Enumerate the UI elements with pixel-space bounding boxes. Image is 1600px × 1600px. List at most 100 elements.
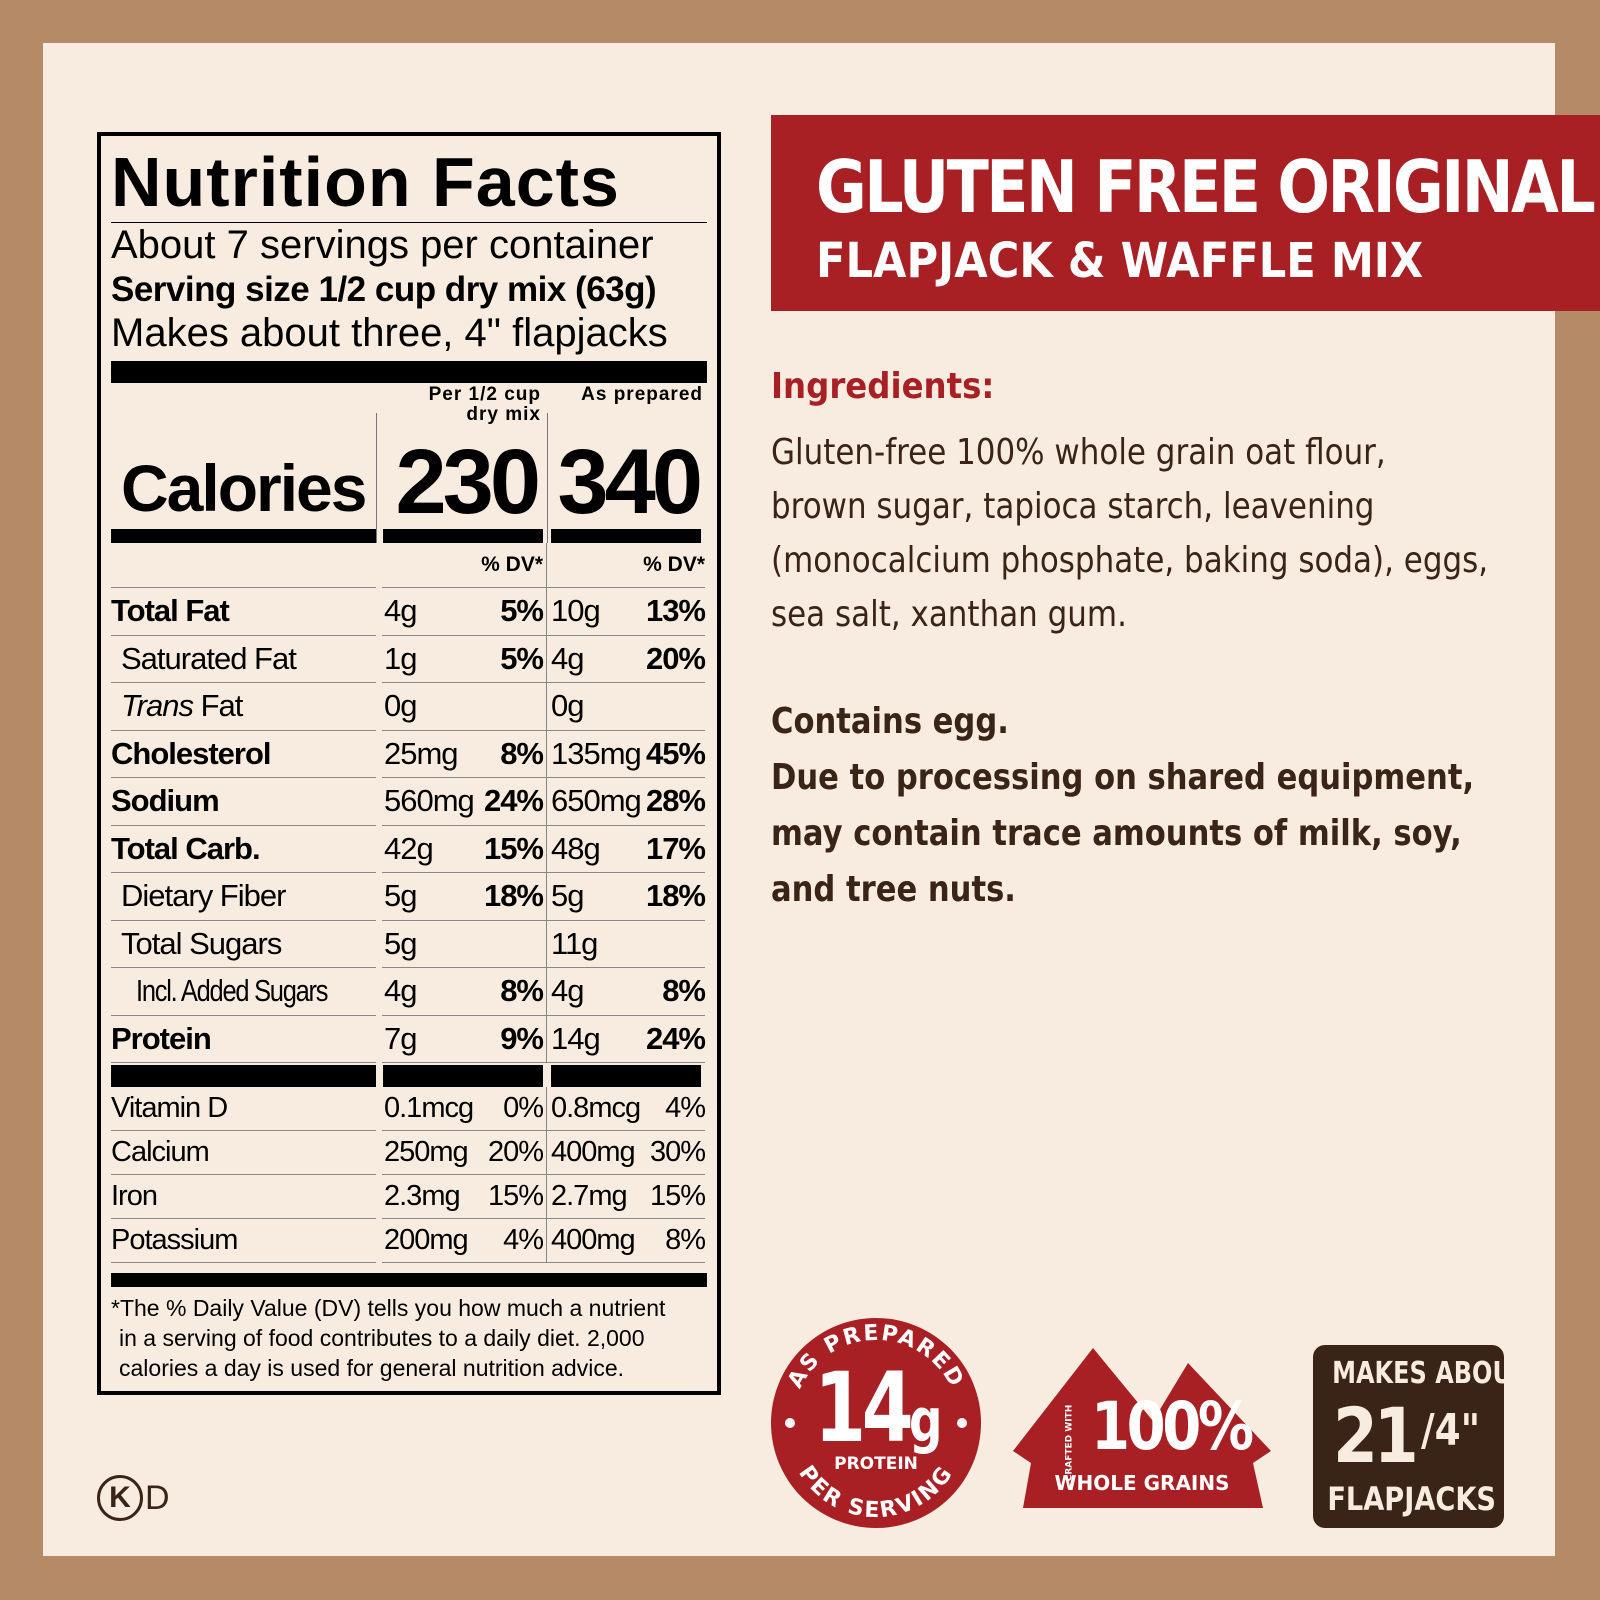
allergen-line: may contain trace amounts of milk, soy, (771, 813, 1462, 854)
protein-amount: 14 (814, 1352, 914, 1464)
dv-footnote: *The % Daily Value (DV) tells you how mu… (111, 1293, 707, 1383)
col-dry-header: Per 1/2 cup dry mix (428, 384, 541, 425)
grains-label: WHOLE GRAINS (1054, 1471, 1230, 1495)
dv-prepared: 17% (645, 830, 706, 866)
nutrient-row: Calcium 250mg 20% 400mg 30% (111, 1131, 707, 1175)
amount-dry: 25mg (384, 735, 459, 771)
nutrition-title: Nutrition Facts (111, 143, 620, 221)
amount-dry: 560mg (384, 783, 475, 819)
footnote-line: *The % Daily Value (DV) tells you how mu… (111, 1295, 666, 1321)
footnote-line: calories a day is used for general nutri… (119, 1355, 625, 1381)
thick-rule (111, 361, 707, 383)
amount-prepared: 0.8mcg (551, 1092, 641, 1124)
nutrient-row: Total Fat 4g 5% 10g 13% (111, 588, 707, 636)
nutrient-name: Saturated Fat (121, 640, 297, 676)
dv-prepared: 15% (649, 1180, 706, 1212)
crafted-with-text: CRAFTED WITH (1064, 1404, 1075, 1482)
calories-section: Per 1/2 cup dry mix As prepared Calories… (111, 383, 707, 543)
nutrient-row: Total Sugars 5g 11g (111, 920, 707, 968)
nutrient-row: Vitamin D 0.1mcg 0% 0.8mcg 4% (111, 1087, 707, 1131)
nutrient-name: Protein (111, 1020, 212, 1056)
grains-percent: 100% (1091, 1388, 1254, 1465)
amount-prepared: 400mg (551, 1224, 636, 1256)
protein-badge: AS PREPARED PER SERVING 14g PROTEIN (771, 1318, 981, 1528)
dv-dry: 4% (503, 1224, 544, 1256)
nutrient-row: Incl. Added Sugars 4g 8% 4g 8% (111, 968, 707, 1016)
protein-label: PROTEIN (834, 1454, 918, 1474)
nutrition-facts-label: Nutrition Facts About 7 servings per con… (97, 132, 721, 1395)
dv-dry: 9% (500, 1020, 544, 1056)
dv-dry: 5% (500, 640, 544, 676)
dv-prepared: 8% (662, 973, 706, 1009)
nutrient-name: Sodium (111, 783, 220, 819)
amount-prepared: 135mg (551, 735, 642, 771)
amount-prepared: 0g (551, 688, 584, 724)
nutrient-name: Total Sugars (121, 925, 282, 961)
amount-prepared: 10g (551, 593, 601, 629)
allergen-line: Contains egg. (771, 701, 1009, 742)
dv-prepared: 28% (645, 783, 706, 819)
kosher-icon: K (97, 1475, 143, 1521)
makes-note: Makes about three, 4" flapjacks (111, 311, 668, 355)
serving-size: Serving size 1/2 cup dry mix (63g) (111, 270, 657, 309)
amount-prepared: 4g (551, 973, 584, 1009)
nutrient-row: Sodium 560mg 24% 650mg 28% (111, 778, 707, 826)
dv-dry: 8% (500, 735, 544, 771)
amount-prepared: 2.7mg (551, 1180, 628, 1212)
dv-dry: 15% (483, 830, 544, 866)
dv-header-row: % DV* % DV* (111, 543, 707, 588)
whole-grains-badge: CRAFTED WITH 100% WHOLE GRAINS (1013, 1343, 1271, 1508)
product-banner: GLUTEN FREE ORIGINAL FLAPJACK & WAFFLE M… (771, 115, 1600, 311)
calories-prepared: 340 (557, 431, 703, 533)
flapjack-count: 21 (1333, 1391, 1419, 1480)
dv-prepared: 45% (645, 735, 706, 771)
product-subtitle: FLAPJACK & WAFFLE MIX (816, 233, 1424, 289)
ingredients-line: brown sugar, tapioca starch, leavening (771, 486, 1375, 527)
allergen-line: Due to processing on shared equipment, (771, 757, 1475, 798)
amount-prepared: 5g (551, 878, 584, 914)
nutrient-row: Cholesterol 25mg 8% 135mg 45% (111, 730, 707, 778)
dv-dry: 24% (483, 783, 544, 819)
nutrient-row: Saturated Fat 1g 5% 4g 20% (111, 635, 707, 683)
nutrient-name: Dietary Fiber (121, 878, 286, 914)
dv-dry: 15% (487, 1180, 544, 1212)
ingredients-line: (monocalcium phosphate, baking soda), eg… (771, 540, 1489, 581)
protein-unit: g (909, 1386, 942, 1456)
calories-dry: 230 (395, 431, 541, 533)
makes-about-text: MAKES ABOUT (1332, 1356, 1529, 1391)
amount-prepared: 400mg (551, 1136, 636, 1168)
allergen-line: and tree nuts. (771, 869, 1016, 910)
amount-prepared: 11g (551, 925, 598, 961)
nutrient-row: Potassium 200mg 4% 400mg 8% (111, 1219, 707, 1263)
dv-prepared: 4% (665, 1092, 706, 1124)
col-prepared-header: As prepared (581, 384, 703, 405)
amount-dry: 4g (384, 973, 417, 1009)
nutrient-name: Iron (111, 1180, 158, 1212)
dv-prepared: 20% (645, 640, 706, 676)
ingredients-heading: Ingredients: (771, 366, 995, 407)
flapjacks-label: FLAPJACKS (1327, 1480, 1497, 1518)
nutrient-name: Total Carb. (111, 830, 261, 866)
mountain-icon (1013, 1348, 1271, 1508)
nutrient-name: Cholesterol (111, 735, 272, 771)
dv-header-prepared: % DV* (643, 553, 705, 576)
dv-prepared: 13% (645, 593, 706, 629)
amount-dry: 0g (384, 688, 417, 724)
dv-dry: 0% (503, 1092, 544, 1124)
flapjack-size: /4" (1421, 1405, 1481, 1456)
dv-dry: 20% (487, 1136, 544, 1168)
ingredients-line: Gluten-free 100% whole grain oat flour, (771, 432, 1386, 473)
amount-dry: 5g (384, 878, 417, 914)
amount-prepared: 48g (551, 830, 601, 866)
dv-dry: 8% (500, 973, 544, 1009)
dv-prepared: 30% (649, 1136, 706, 1168)
dairy-mark: D (145, 1478, 170, 1517)
makes-about-badge: MAKES ABOUT 21 /4" FLAPJACKS (1313, 1345, 1529, 1528)
dv-prepared: 24% (645, 1020, 706, 1056)
ingredients-line: sea salt, xanthan gum. (771, 594, 1127, 635)
ingredients-text: Gluten-free 100% whole grain oat flour, … (771, 426, 1488, 642)
footnote-line: in a serving of food contributes to a da… (119, 1325, 645, 1351)
dv-prepared: 8% (665, 1224, 706, 1256)
nutrient-row: Dietary Fiber 5g 18% 5g 18% (111, 873, 707, 921)
servings-per-container: About 7 servings per container (111, 223, 654, 267)
